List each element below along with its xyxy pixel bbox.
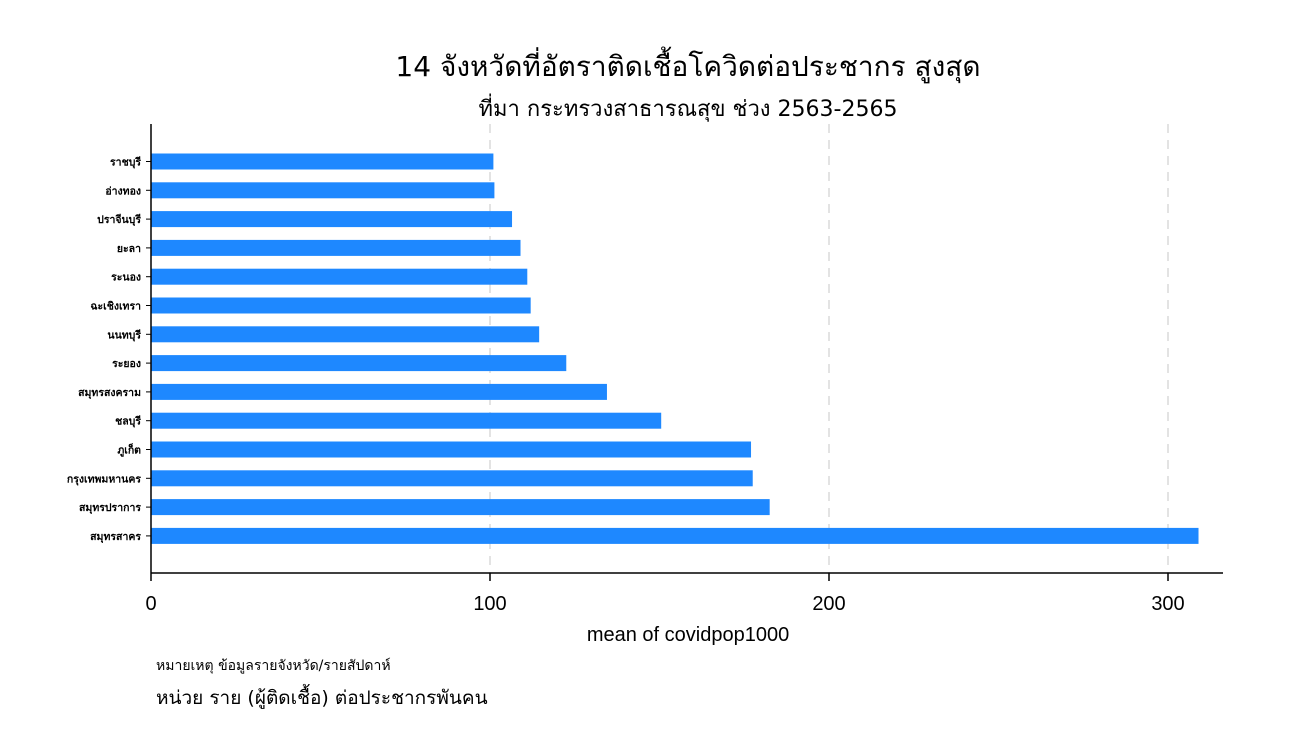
x-axis-label: mean of covidpop1000 bbox=[587, 624, 789, 646]
bar bbox=[151, 383, 607, 400]
chart-caption: หน่วย ราย (ผู้ติดเชื้อ) ต่อประชากรพันคน bbox=[156, 684, 488, 709]
x-tick-labels: 0 100 200 300 bbox=[145, 573, 1185, 615]
bar bbox=[151, 527, 1199, 544]
y-tick-label: ระยอง bbox=[112, 358, 141, 370]
bar bbox=[151, 470, 753, 487]
bar bbox=[151, 441, 752, 458]
bar bbox=[151, 355, 567, 372]
x-tick-label: 0 bbox=[145, 593, 156, 615]
x-tick-label: 100 bbox=[473, 593, 506, 615]
chart-subtitle: ที่มา กระทรวงสาธารณสุข ช่วง 2563-2565 bbox=[479, 93, 898, 122]
bar bbox=[151, 268, 528, 285]
bar bbox=[151, 297, 531, 314]
y-tick-label: ฉะเชิงเทรา bbox=[90, 301, 141, 313]
y-tick-label: ชลบุรี bbox=[115, 415, 141, 429]
bars bbox=[151, 153, 1199, 544]
y-tick-label: สมุทรปราการ bbox=[79, 502, 141, 515]
bar bbox=[151, 211, 513, 228]
gridlines bbox=[489, 124, 1169, 573]
y-tick-label: สมุทรสงคราม bbox=[78, 387, 141, 400]
y-tick-label: ยะลา bbox=[117, 243, 141, 255]
y-tick-label: สมุทรสาคร bbox=[90, 531, 141, 544]
bar bbox=[151, 326, 540, 343]
y-tick-label: ภูเก็ต bbox=[117, 443, 141, 458]
bar bbox=[151, 239, 521, 256]
chart-note: หมายเหตุ ข้อมูลรายจังหวัด/รายสัปดาห์ bbox=[156, 657, 391, 674]
y-tick-label: ระนอง bbox=[111, 272, 141, 284]
bar bbox=[151, 499, 770, 516]
x-tick-label: 200 bbox=[812, 593, 845, 615]
bar bbox=[151, 412, 662, 429]
bar bbox=[151, 182, 495, 199]
y-tick-label: กรุงเทพมหานคร bbox=[67, 473, 141, 486]
y-tick-label: ราชบุรี bbox=[110, 156, 141, 170]
y-tick-label: นนทบุรี bbox=[107, 328, 141, 342]
bar bbox=[151, 153, 494, 170]
y-tick-labels: ราชบุรีอ่างทองปราจีนบุรียะลาระนองฉะเชิงเ… bbox=[67, 156, 151, 544]
chart-title: 14 จังหวัดที่อัตราติดเชื้อโควิดต่อประชาก… bbox=[395, 46, 980, 84]
y-tick-label: ปราจีนบุรี bbox=[97, 213, 141, 227]
x-tick-label: 300 bbox=[1151, 593, 1184, 615]
y-tick-label: อ่างทอง bbox=[105, 185, 141, 197]
